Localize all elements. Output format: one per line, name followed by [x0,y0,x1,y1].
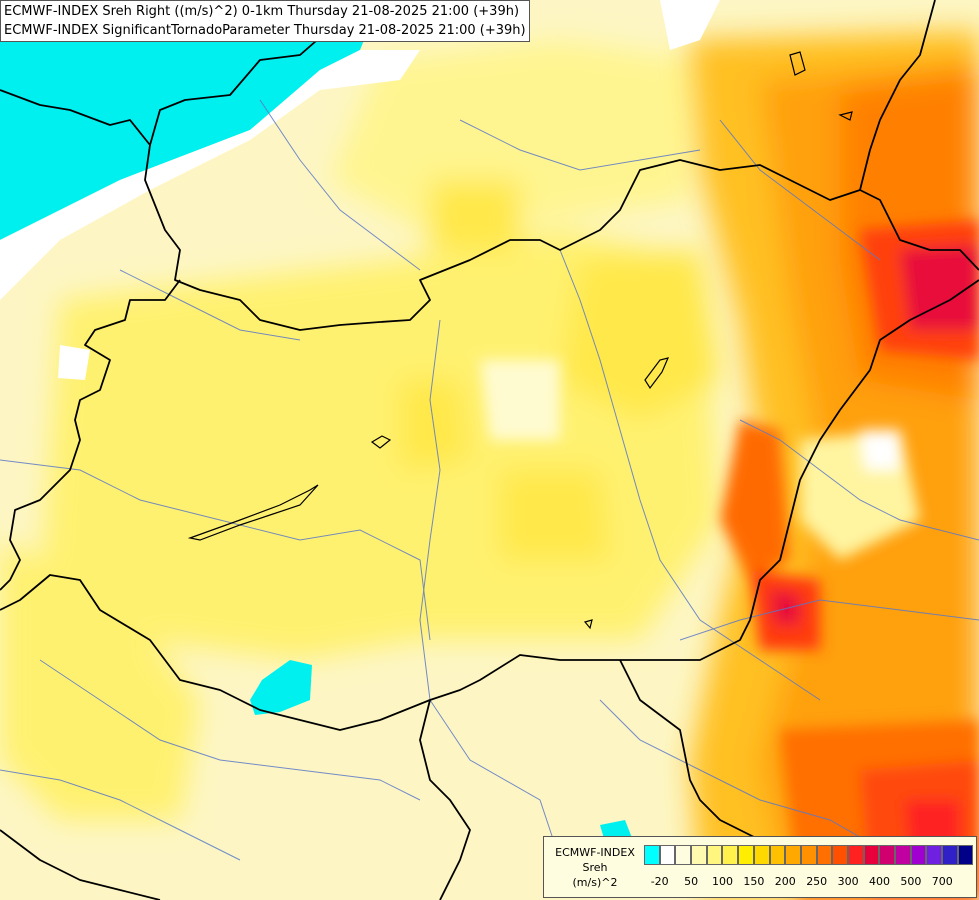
legend-tick-label: 300 [837,875,859,888]
legend-swatch [722,845,739,865]
title-box: ECMWF-INDEX Sreh Right ((m/s)^2) 0-1km T… [0,0,530,42]
legend-model: ECMWF-INDEX [555,846,635,859]
legend-swatch [769,845,786,865]
legend-swatch [879,845,895,865]
legend-swatch [659,845,676,865]
legend-ticks: -20 50 100 150 200 250 300 400 500 700 [644,875,974,891]
color-legend: ECMWF-INDEX Sreh (m/s)^2 -20 50 100 150 200 2… [543,836,977,898]
legend-tick-label: 200 [774,875,796,888]
legend-parameter: Sreh [582,861,608,874]
legend-swatch [863,845,880,865]
legend-swatch [644,845,660,865]
legend-swatch [957,845,974,865]
legend-tick-label: 50 [684,875,699,888]
legend-tick-label: 250 [806,875,828,888]
legend-tick-label: -20 [650,875,669,888]
legend-swatch [847,845,864,865]
legend-swatch [675,845,692,865]
legend-swatch [926,845,943,865]
legend-swatch [816,845,833,865]
legend-swatches [644,845,974,865]
legend-swatch [895,845,911,865]
legend-swatch [800,845,817,865]
legend-swatch [691,845,707,865]
legend-swatch [910,845,927,865]
legend-swatch [832,845,848,865]
legend-unit: (m/s)^2 [572,876,618,889]
title-line-sreh: ECMWF-INDEX Sreh Right ((m/s)^2) 0-1km T… [4,4,520,19]
legend-swatch [942,845,958,865]
legend-tick-label: 100 [712,875,733,888]
lakes [187,51,853,630]
legend-swatch [753,845,770,865]
title-line-stp: ECMWF-INDEX SignificantTornadoParameter … [4,23,526,38]
legend-tick-label: 150 [743,875,765,888]
legend-tick-label: 500 [900,875,922,888]
legend-tick-label: 700 [931,875,953,888]
legend-swatch [785,845,801,865]
rivers [0,99,979,861]
legend-swatch [738,845,754,865]
legend-tick-label: 400 [869,875,890,888]
legend-swatch [706,845,723,865]
legend-title: ECMWF-INDEX Sreh (m/s)^2 [546,845,644,890]
